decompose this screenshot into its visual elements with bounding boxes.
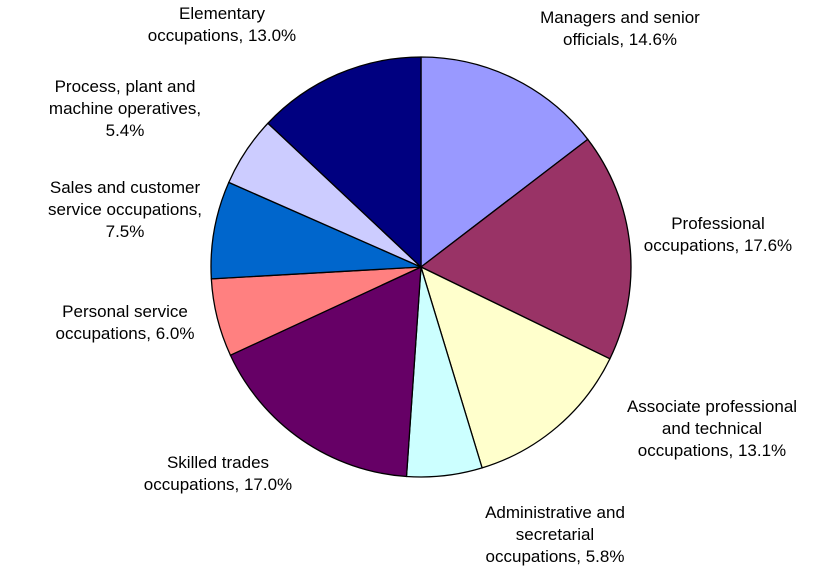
pie-slice-7 <box>210 181 422 280</box>
slice-label-line: occupations, 13.0% <box>148 26 296 45</box>
slice-label-line: Professional <box>671 214 765 233</box>
pie-slice-9 <box>267 56 422 268</box>
slice-label-line: Associate professional <box>627 397 797 416</box>
slice-label-3: Associate professional and technical occup… <box>627 397 797 460</box>
slice-label-line: occupations, 17.6% <box>644 236 792 255</box>
slice-label-line: Elementary <box>179 4 265 23</box>
slice-label-2: Professional occupations, 17.6% <box>644 214 792 255</box>
slice-label-line: Personal service <box>62 302 188 321</box>
slice-label-line: Skilled trades <box>167 453 269 472</box>
slice-label-line: and technical <box>662 419 762 438</box>
slice-label-1: Managers and senior officials, 14.6% <box>540 8 700 49</box>
pie-slices <box>210 56 632 478</box>
pie-slice-2 <box>420 138 632 360</box>
slice-label-5: Skilled trades occupations, 17.0% <box>144 453 292 494</box>
slice-label-line: Process, plant and <box>55 77 196 96</box>
pie-labels: Managers and senior officials, 14.6% Profe… <box>48 4 797 566</box>
slice-label-line: service occupations, <box>48 200 202 219</box>
slice-label-line: Sales and customer <box>50 178 201 197</box>
slice-label-line: machine operatives, <box>49 99 201 118</box>
slice-label-4: Administrative and secretarial occupations… <box>485 503 625 566</box>
pie-slice-3 <box>420 266 611 469</box>
slice-label-line: 7.5% <box>106 222 145 241</box>
slice-label-line: occupations, 6.0% <box>56 324 195 343</box>
slice-label-6: Personal service occupations, 6.0% <box>56 302 195 343</box>
slice-label-line: 5.4% <box>106 121 145 140</box>
slice-label-line: officials, 14.6% <box>563 30 677 49</box>
slice-label-line: occupations, 5.8% <box>486 547 625 566</box>
pie-slice-1 <box>420 56 589 268</box>
slice-label-line: occupations, 13.1% <box>638 441 786 460</box>
slice-label-line: Administrative and <box>485 503 625 522</box>
slice-label-8: Process, plant and machine operatives, 5.4… <box>49 77 201 140</box>
slice-label-line: occupations, 17.0% <box>144 475 292 494</box>
pie-slice-5 <box>229 266 422 478</box>
slice-label-line: secretarial <box>516 525 594 544</box>
slice-label-7: Sales and customer service occupations, 7.… <box>48 178 202 241</box>
slice-label-line: Managers and senior <box>540 8 700 27</box>
slice-label-9: Elementary occupations, 13.0% <box>148 4 296 45</box>
